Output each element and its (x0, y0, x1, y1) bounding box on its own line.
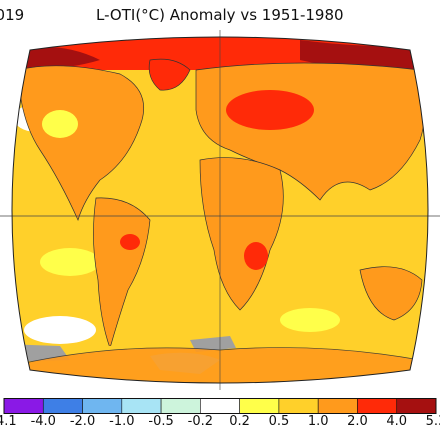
legend-swatch (160, 398, 201, 414)
legend-tick-label: -4.0 (30, 414, 56, 429)
legend-tick-label: 1.0 (307, 414, 329, 429)
legend-tick-label: -0.5 (148, 414, 174, 429)
legend-swatch (239, 398, 280, 414)
legend-tick-labels: -4.1 -4.0 -2.0 -1.0 -0.5 -0.2 0.2 0.5 1.0 2.0 4.0 5… (0, 414, 440, 436)
hot-southern-africa (244, 242, 268, 270)
legend-swatch (42, 398, 83, 414)
legend-swatch (82, 398, 123, 414)
legend-tick-label: 0.2 (229, 414, 250, 429)
greenland (148, 58, 191, 91)
legend-swatch (200, 398, 240, 414)
legend-tick-label: 0.5 (268, 414, 290, 429)
australia (359, 266, 423, 321)
cool-pacific-south-2 (24, 316, 96, 344)
legend-tick-label: 5.3 (425, 414, 440, 429)
legend-tick-label: -0.2 (187, 414, 214, 429)
africa (199, 157, 284, 311)
hot-siberia (226, 90, 314, 130)
arctic-extreme (12, 46, 100, 69)
cool-north-america (42, 110, 78, 138)
map-title: L-OTI(°C) Anomaly vs 1951-1980 (96, 6, 344, 24)
cool-indian-south (280, 308, 340, 332)
legend-tick-label: -4.1 (0, 414, 17, 429)
legend-swatch (317, 398, 358, 414)
legend-tick-label: -1.0 (109, 414, 135, 429)
legend-tick-label: 4.0 (386, 414, 408, 429)
legend-swatch (357, 398, 398, 414)
cool-pacific-south (40, 248, 100, 276)
north-america (17, 65, 144, 221)
legend-swatch (396, 398, 437, 414)
temperature-anomaly-map (0, 30, 440, 390)
south-america (93, 197, 151, 350)
legend-tick-label: -2.0 (69, 414, 96, 429)
legend-swatch (3, 398, 44, 414)
antarctic-nodata (190, 336, 236, 352)
legend-tick-label: 2.0 (347, 414, 368, 429)
legend-swatch (121, 398, 162, 414)
color-legend (3, 398, 437, 414)
hot-brazil (120, 234, 140, 250)
globe-outline (11, 36, 429, 384)
map-year-label: 2019 (0, 6, 25, 24)
legend-swatch (278, 398, 319, 414)
